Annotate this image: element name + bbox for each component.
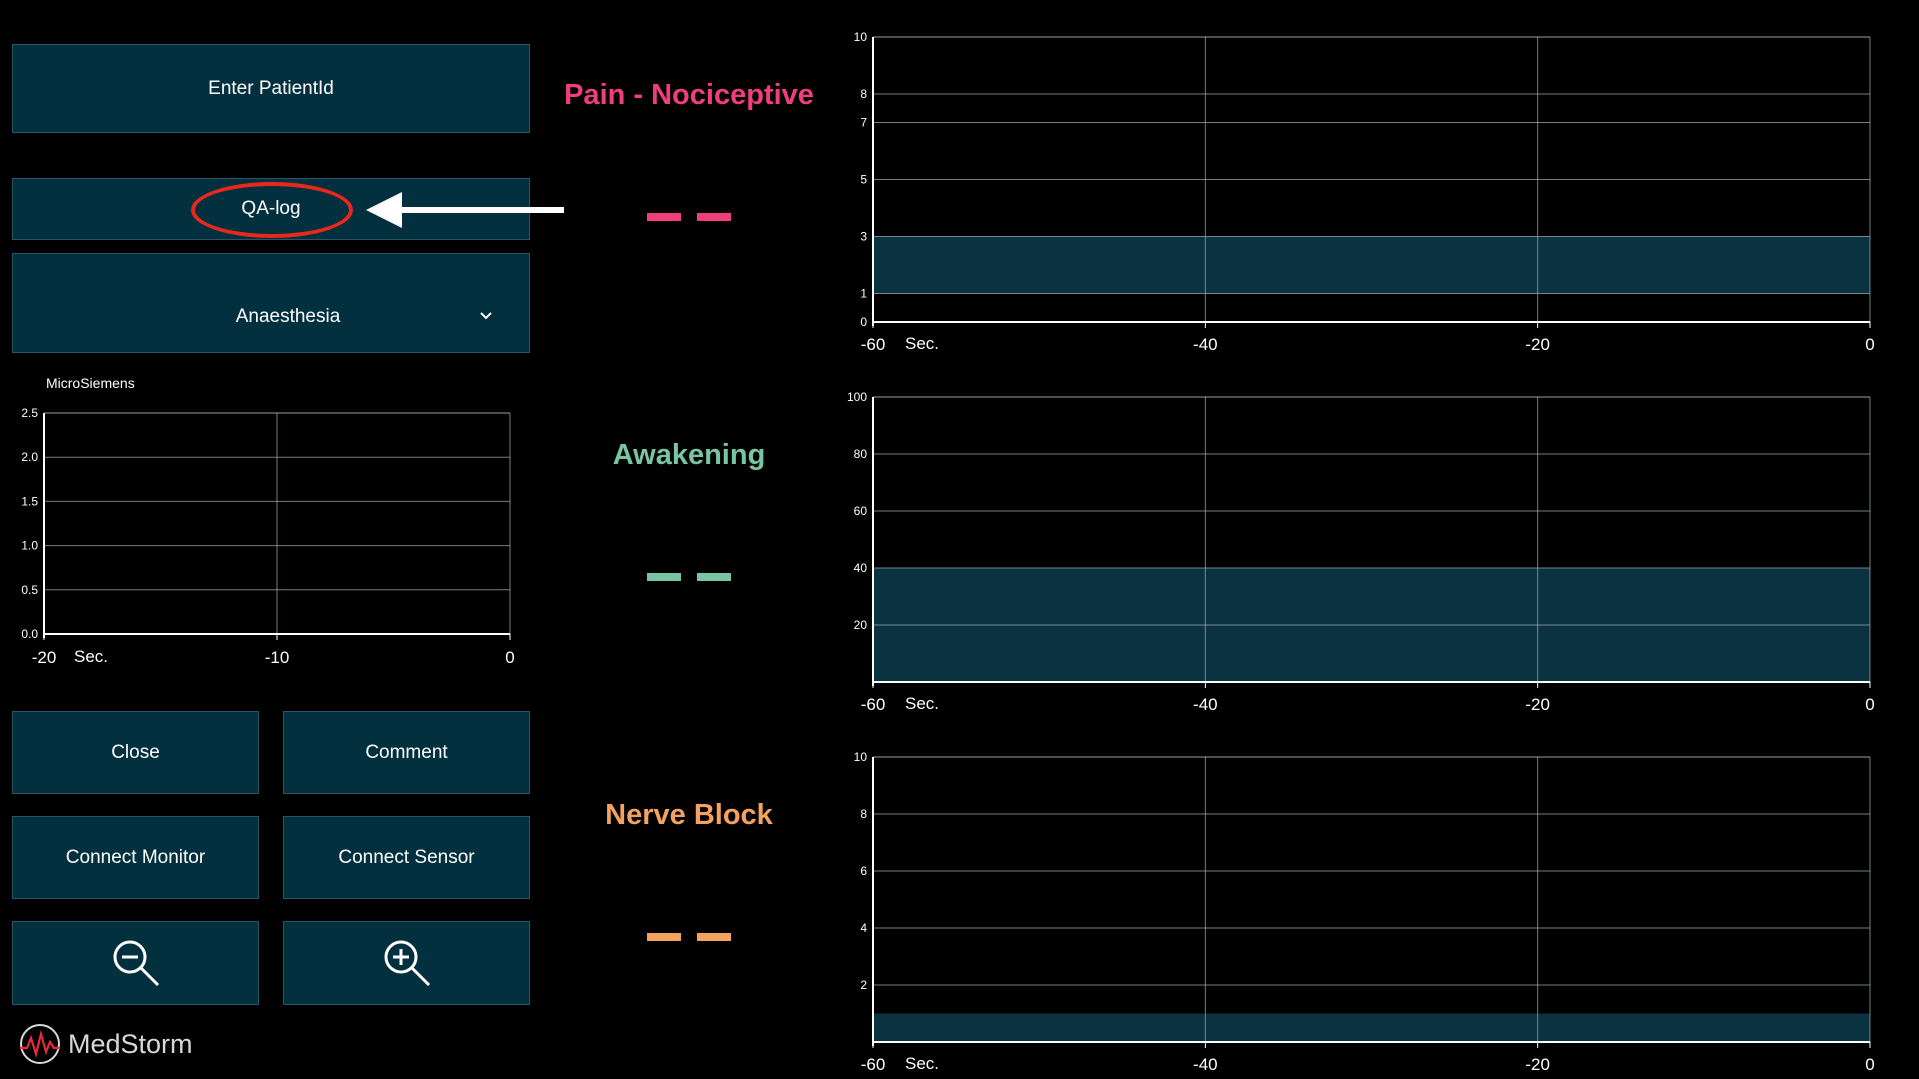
close-button[interactable]: Close — [12, 711, 259, 794]
y-tick-label: 2.0 — [21, 450, 38, 464]
x-tick-label: -20 — [32, 648, 57, 667]
metric-value-awakening: – – — [647, 573, 731, 583]
chart-group: 2 4 6 8 10 -60 -40 -20 0 Sec. — [854, 750, 1875, 1074]
metric-value-nerve-block: – – — [647, 933, 731, 943]
y-tick-label: 1.0 — [21, 539, 38, 553]
enter-patient-id-label: Enter PatientId — [208, 77, 334, 99]
y-tick-label: 40 — [854, 561, 868, 575]
close-label: Close — [111, 741, 160, 763]
x-tick-label: 0 — [1865, 335, 1874, 354]
y-tick-label: 3 — [860, 230, 867, 244]
mode-select[interactable]: Anaesthesia — [12, 253, 530, 353]
y-tick-label: 1 — [860, 287, 867, 301]
y-tick-label: 2 — [860, 978, 867, 992]
medstorm-logo: MedStorm — [18, 1022, 193, 1066]
zoom-in-icon — [384, 940, 430, 987]
y-tick-label: 4 — [860, 921, 867, 935]
x-tick-label: -20 — [1525, 695, 1550, 714]
mode-select-value: Anaesthesia — [235, 306, 341, 327]
y-tick-label: 5 — [860, 173, 867, 187]
y-tick-label: 100 — [847, 390, 867, 404]
chart-group: 0.0 0.5 1.0 1.5 2.0 2.5 -20 -10 0 Sec. — [21, 406, 514, 667]
y-tick-label: 20 — [854, 618, 868, 632]
y-tick-label: 10 — [854, 750, 868, 764]
reference-band — [873, 236, 1870, 294]
x-tick-label: -60 — [861, 335, 886, 354]
chevron-down-icon — [480, 312, 492, 320]
y-tick-label: 8 — [860, 87, 867, 101]
skin-conductance-chart: 0.0 0.5 1.0 1.5 2.0 2.5 -20 -10 0 Sec. — [21, 406, 514, 667]
y-tick-label: 0.0 — [21, 627, 38, 641]
x-tick-label: -10 — [265, 648, 290, 667]
x-tick-label: -40 — [1193, 1055, 1218, 1074]
metric-title-pain: Pain - Nociceptive — [564, 79, 814, 111]
metric-title-awakening: Awakening — [612, 439, 766, 471]
medstorm-logo-icon — [20, 1024, 60, 1064]
annotation-ellipse — [191, 182, 353, 238]
y-tick-label: 0 — [860, 315, 867, 329]
y-tick-label: 60 — [854, 504, 868, 518]
metric-value-pain: – – — [647, 213, 731, 223]
zoom-in-button[interactable] — [283, 921, 530, 1005]
comment-button[interactable]: Comment — [283, 711, 530, 794]
metric-title-nerve-block: Nerve Block — [605, 799, 773, 831]
x-tick-label: -40 — [1193, 335, 1218, 354]
x-tick-label: 0 — [505, 648, 514, 667]
y-tick-label: 6 — [860, 864, 867, 878]
x-axis-unit-label: Sec. — [74, 647, 108, 666]
chart-group: 20 40 60 80 100 -60 -40 -20 0 Sec. — [847, 390, 1875, 714]
y-tick-label: 1.5 — [21, 494, 38, 508]
y-tick-label: 80 — [854, 447, 868, 461]
x-tick-label: 0 — [1865, 1055, 1874, 1074]
connect-monitor-label: Connect Monitor — [65, 846, 206, 868]
y-tick-label: 7 — [860, 116, 867, 130]
skin-chart-unit: MicroSiemens — [46, 375, 135, 391]
x-tick-label: -60 — [861, 1055, 886, 1074]
reference-band — [873, 1013, 1870, 1042]
x-tick-label: -40 — [1193, 695, 1218, 714]
y-tick-label: 0.5 — [21, 583, 38, 597]
connect-sensor-button[interactable]: Connect Sensor — [283, 816, 530, 899]
connect-sensor-label: Connect Sensor — [338, 846, 475, 868]
comment-label: Comment — [365, 741, 448, 763]
x-axis-unit-label: Sec. — [905, 1054, 939, 1073]
y-tick-label: 8 — [860, 807, 867, 821]
zoom-out-button[interactable] — [12, 921, 259, 1005]
x-tick-label: -60 — [861, 695, 886, 714]
x-axis-unit-label: Sec. — [905, 694, 939, 713]
arrow-left-icon — [366, 192, 564, 228]
brand-name: MedStorm — [68, 1028, 193, 1059]
x-tick-label: 0 — [1865, 695, 1874, 714]
enter-patient-id-button[interactable]: Enter PatientId — [12, 44, 530, 133]
zoom-out-icon — [113, 940, 159, 987]
y-tick-label: 2.5 — [21, 406, 38, 420]
x-axis-unit-label: Sec. — [905, 334, 939, 353]
y-tick-label: 10 — [854, 30, 868, 44]
chart-group: 0 1 3 5 7 8 10 -60 -40 -20 0 Sec. — [854, 30, 1875, 354]
connect-monitor-button[interactable]: Connect Monitor — [12, 816, 259, 899]
x-tick-label: -20 — [1525, 335, 1550, 354]
x-tick-label: -20 — [1525, 1055, 1550, 1074]
